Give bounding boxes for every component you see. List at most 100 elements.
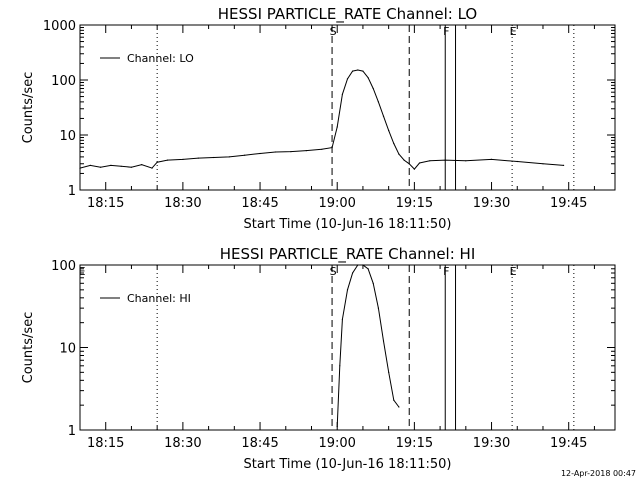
data-point <box>229 156 230 157</box>
x-tick-label: 18:15 <box>87 436 124 451</box>
data-point <box>352 272 353 273</box>
y-tick-label: 10 <box>59 342 76 357</box>
event-marker-label: E <box>79 265 86 278</box>
data-point <box>110 165 111 166</box>
data-point <box>373 283 374 284</box>
data-point <box>352 71 353 72</box>
plot-frame <box>80 25 615 190</box>
x-tick-label: 18:45 <box>241 196 278 211</box>
data-point <box>357 69 358 70</box>
x-axis-label: Start Time (10-Jun-16 18:11:50) <box>244 457 452 472</box>
data-point <box>259 153 260 154</box>
x-tick-label: 19:15 <box>396 436 433 451</box>
legend-label: Channel: HI <box>127 292 191 305</box>
data-point <box>517 161 518 162</box>
data-point <box>321 149 322 150</box>
chart-title: HESSI PARTICLE_RATE Channel: LO <box>218 5 477 24</box>
data-point <box>357 264 358 265</box>
data-point <box>491 159 492 160</box>
data-point <box>563 165 564 166</box>
x-tick-label: 19:30 <box>473 196 510 211</box>
x-tick-label: 19:00 <box>318 436 355 451</box>
data-point <box>131 167 132 168</box>
x-tick-label: 18:30 <box>164 196 201 211</box>
chart-panel-1: HESSI PARTICLE_RATE Channel: HI Start Tim… <box>21 245 615 472</box>
data-point <box>79 168 80 169</box>
data-point <box>373 88 374 89</box>
y-axis-label: Counts/sec <box>21 72 36 144</box>
data-point <box>368 268 369 269</box>
chart-canvas: HESSI PARTICLE_RATE Channel: LO Start Tim… <box>0 0 640 480</box>
y-tick-label: 100 <box>51 74 76 89</box>
event-marker-label: E <box>510 25 517 38</box>
x-tick-label: 18:30 <box>164 436 201 451</box>
data-point <box>141 164 142 165</box>
data-point <box>419 162 420 163</box>
data-point <box>542 163 543 164</box>
data-point <box>167 160 168 161</box>
chart-panel-0: HESSI PARTICLE_RATE Channel: LO Start Tim… <box>21 5 615 232</box>
data-point <box>378 101 379 102</box>
data-point <box>337 126 338 127</box>
event-marker-label: F <box>443 25 449 38</box>
data-point <box>404 160 405 161</box>
data-point <box>198 158 199 159</box>
data-point <box>306 150 307 151</box>
event-marker-label: F <box>443 265 449 278</box>
x-tick-label: 19:45 <box>550 196 587 211</box>
footer-timestamp: 12-Apr-2018 00:47 <box>561 469 636 478</box>
data-point <box>465 160 466 161</box>
data-point <box>362 71 363 72</box>
data-point <box>342 319 343 320</box>
data-point <box>409 163 410 164</box>
data-point <box>398 406 399 407</box>
data-point <box>388 130 389 131</box>
x-tick-label: 18:15 <box>87 196 124 211</box>
x-tick-label: 19:00 <box>318 196 355 211</box>
event-marker-label: S <box>330 25 337 38</box>
data-point <box>213 157 214 158</box>
data-point <box>244 155 245 156</box>
y-axis-label: Counts/sec <box>21 312 36 384</box>
data-point <box>383 340 384 341</box>
data-point <box>339 365 340 366</box>
series-line-0 <box>80 70 564 169</box>
x-tick-label: 18:45 <box>241 436 278 451</box>
data-point <box>290 151 291 152</box>
data-point <box>383 116 384 117</box>
data-point <box>445 160 446 161</box>
chart-title: HESSI PARTICLE_RATE Channel: HI <box>220 245 476 264</box>
data-point <box>393 400 394 401</box>
data-point <box>388 372 389 373</box>
y-tick-label: 10 <box>59 129 76 144</box>
x-tick-label: 19:30 <box>473 436 510 451</box>
event-marker-label: S <box>330 265 337 278</box>
data-point <box>121 166 122 167</box>
data-point <box>347 289 348 290</box>
y-tick-label: 1000 <box>43 19 76 34</box>
data-point <box>182 159 183 160</box>
data-point <box>398 154 399 155</box>
y-tick-label: 1 <box>68 184 76 199</box>
data-point <box>151 168 152 169</box>
event-marker-label: E <box>510 265 517 278</box>
data-point <box>332 147 333 148</box>
x-tick-label: 19:15 <box>396 196 433 211</box>
data-point <box>429 160 430 161</box>
data-point <box>368 77 369 78</box>
x-axis-label: Start Time (10-Jun-16 18:11:50) <box>244 217 452 232</box>
data-point <box>414 169 415 170</box>
data-point <box>393 143 394 144</box>
data-point <box>347 78 348 79</box>
data-point <box>275 151 276 152</box>
data-point <box>378 308 379 309</box>
data-point <box>90 165 91 166</box>
series-line-0 <box>337 265 399 427</box>
data-point <box>362 264 363 265</box>
y-tick-label: 100 <box>51 259 76 274</box>
data-point <box>337 426 338 427</box>
data-point <box>157 162 158 163</box>
legend-label: Channel: LO <box>127 52 194 65</box>
x-tick-label: 19:45 <box>550 436 587 451</box>
y-tick-label: 1 <box>68 424 76 439</box>
